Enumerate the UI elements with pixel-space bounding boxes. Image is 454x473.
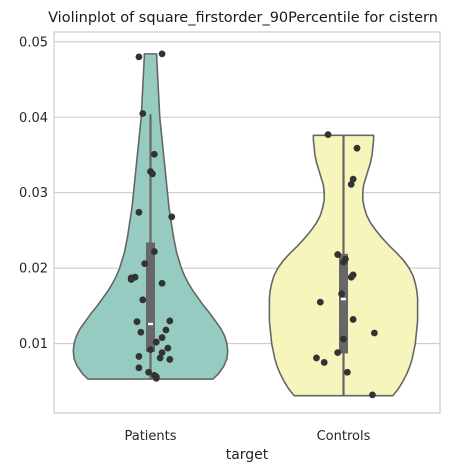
x-axis-ticks: Patients Controls (124, 429, 370, 444)
data-point (334, 349, 342, 357)
data-point (141, 260, 149, 268)
data-point (324, 131, 332, 139)
data-point (133, 318, 141, 326)
median-marker-patients (148, 322, 153, 326)
data-point (158, 279, 166, 287)
data-point (334, 251, 342, 258)
data-point (349, 316, 357, 323)
y-tick-label: 0.01 (19, 337, 48, 352)
data-point (349, 175, 357, 183)
x-tick-label: Patients (124, 429, 176, 444)
data-point (162, 326, 170, 334)
y-tick-label: 0.02 (19, 262, 48, 277)
x-tick-label: Controls (317, 429, 371, 444)
data-point (139, 110, 147, 117)
data-point (166, 356, 174, 363)
iqr-box-patients (146, 242, 155, 352)
data-point (158, 349, 166, 357)
y-tick-label: 0.05 (19, 35, 48, 50)
iqr-box-controls (339, 253, 348, 354)
data-point (137, 328, 145, 336)
data-point (369, 391, 376, 399)
y-tick-label: 0.04 (19, 111, 48, 126)
data-point (150, 248, 158, 255)
data-point (135, 208, 143, 216)
data-point (316, 298, 324, 306)
data-point (150, 150, 158, 158)
y-tick-label: 0.03 (19, 186, 48, 201)
data-point (347, 273, 355, 281)
data-point (343, 368, 351, 376)
data-point (353, 144, 361, 152)
data-point (139, 296, 147, 304)
strip-points (127, 50, 378, 399)
data-point (164, 344, 172, 352)
data-point (168, 213, 176, 221)
data-point (147, 346, 154, 354)
data-point (320, 359, 328, 366)
data-point (158, 50, 166, 58)
data-point (135, 53, 143, 61)
data-point (156, 354, 164, 362)
x-axis-label: target (226, 447, 269, 463)
data-point (338, 290, 345, 298)
data-point (135, 364, 143, 372)
data-point (340, 335, 347, 343)
violins (72, 53, 419, 397)
y-axis-ticks: 0.01 0.02 0.03 0.04 0.05 (19, 35, 48, 352)
data-point (313, 354, 320, 362)
data-point (145, 368, 152, 376)
data-point (149, 170, 156, 178)
data-point (370, 329, 378, 337)
data-point (135, 353, 143, 360)
chart-title: Violinplot of square_firstorder_90Percen… (48, 10, 438, 26)
data-point (127, 276, 135, 283)
data-point (347, 181, 355, 188)
data-point (152, 338, 160, 346)
plot-frame (53, 31, 441, 414)
median-marker-controls (341, 297, 346, 301)
data-point (166, 317, 174, 325)
data-point (152, 374, 160, 382)
data-point (340, 258, 347, 266)
data-point (158, 334, 166, 341)
